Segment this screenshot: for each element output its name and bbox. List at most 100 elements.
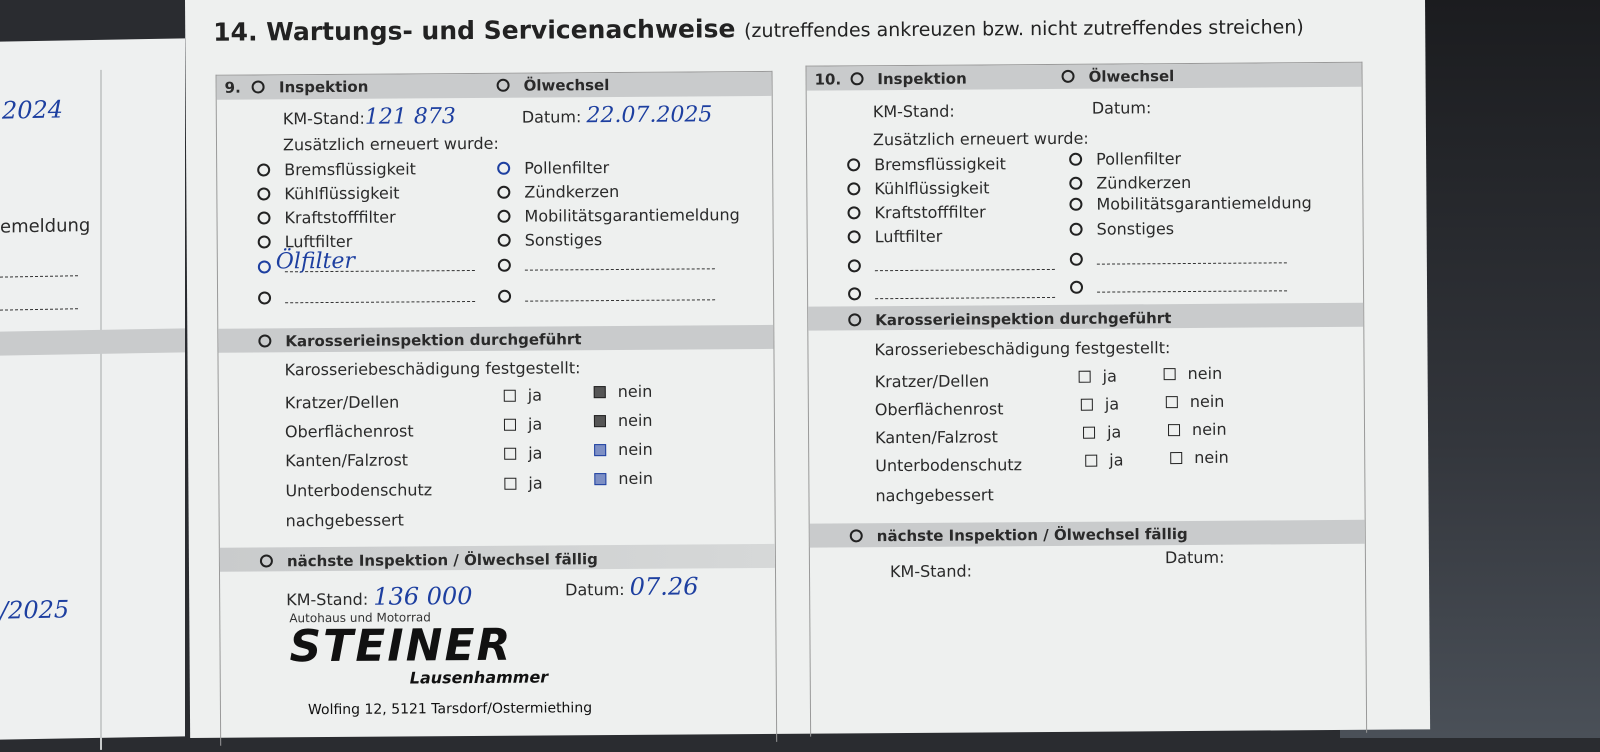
item-label: Pollenfilter	[1096, 149, 1182, 169]
checked-checkbox[interactable]	[257, 260, 271, 274]
checkbox[interactable]	[497, 209, 511, 223]
next-service-label: nächste Inspektion / Ölwechsel fällig	[876, 525, 1188, 546]
damage-row-label: Kratzer/Dellen	[874, 371, 990, 392]
next-date-label[interactable]: Datum:	[1164, 547, 1225, 568]
checkbox[interactable]	[847, 259, 861, 273]
checkbox[interactable]	[1069, 197, 1083, 211]
item-label: Mobilitätsgarantiemeldung	[1096, 193, 1312, 214]
checkbox[interactable]	[847, 158, 861, 172]
oil-change-checkbox[interactable]	[1061, 69, 1075, 83]
blank-line	[1096, 250, 1287, 265]
no-checkbox-checked[interactable]	[594, 444, 607, 457]
item-label: Bremsflüssigkeit	[284, 159, 416, 180]
checkbox[interactable]	[847, 182, 861, 196]
date-value[interactable]: 22.07.2025	[586, 102, 713, 129]
no-checkbox[interactable]	[1163, 368, 1176, 381]
blank-line	[1096, 278, 1288, 293]
next-date-value[interactable]: 07.26	[629, 572, 699, 601]
inspection-checkbox[interactable]	[251, 80, 266, 94]
blank-line	[0, 275, 78, 278]
yes-label: ja	[528, 443, 543, 463]
damage-row-label: Oberflächenrost	[284, 421, 414, 442]
next-km-label: KM-Stand:	[286, 589, 369, 610]
checkbox[interactable]	[1069, 152, 1083, 166]
item-label: Zündkerzen	[524, 181, 620, 202]
blank-line	[525, 287, 716, 302]
damage-row-label: Kanten/Falzrost	[875, 427, 998, 448]
checkbox[interactable]	[1069, 252, 1083, 266]
checkbox[interactable]	[847, 230, 861, 244]
additional-label: Zusätzlich erneuert wurde:	[872, 128, 1089, 150]
checked-checkbox[interactable]	[497, 161, 511, 175]
damage-label: Karosseriebeschädigung festgestellt:	[874, 338, 1171, 360]
body-inspection-checkbox[interactable]	[848, 313, 862, 327]
date-label[interactable]: Datum:	[1091, 98, 1152, 118]
checkbox[interactable]	[1069, 176, 1083, 190]
custom-item-value[interactable]: Ölfilter	[275, 248, 356, 275]
repaired-label: nachgebessert	[285, 510, 404, 531]
body-inspection-checkbox[interactable]	[258, 334, 272, 348]
body-inspection-label: Karosserieinspektion durchgeführt	[285, 330, 582, 351]
blank-line	[875, 284, 1056, 300]
no-label: nein	[618, 468, 653, 488]
damage-row-label: Unterbodenschutz	[285, 480, 433, 501]
item-label: Bremsflüssigkeit	[874, 154, 1006, 175]
band	[0, 328, 185, 356]
inspection-label: Inspektion	[877, 69, 967, 89]
page-title: 14. Wartungs- und Servicenachweise (zutr…	[213, 14, 1304, 47]
checkbox[interactable]	[257, 187, 271, 201]
checkbox[interactable]	[847, 206, 861, 220]
stamp-address: Wolfing 12, 5121 Tarsdorf/Ostermiething	[307, 700, 593, 719]
stamp-logo: STEINER	[289, 619, 513, 673]
next-km-label[interactable]: KM-Stand:	[889, 561, 973, 582]
margin-line	[100, 69, 102, 750]
yes-checkbox[interactable]	[504, 477, 517, 490]
checkbox[interactable]	[257, 211, 271, 225]
next-service-checkbox[interactable]	[849, 529, 863, 543]
blank-line	[524, 256, 715, 271]
yes-checkbox[interactable]	[1085, 454, 1098, 467]
yes-checkbox[interactable]	[1083, 426, 1096, 439]
checkbox[interactable]	[257, 235, 271, 249]
yes-label: ja	[1109, 450, 1124, 470]
next-service-checkbox[interactable]	[259, 554, 273, 568]
no-checkbox[interactable]	[1170, 452, 1183, 465]
oil-change-checkbox[interactable]	[496, 78, 510, 92]
damage-row-label: Kratzer/Dellen	[284, 392, 400, 413]
checkbox[interactable]	[1069, 280, 1084, 294]
checkbox[interactable]	[257, 163, 271, 177]
yes-label: ja	[1102, 366, 1117, 386]
yes-checkbox[interactable]	[1078, 370, 1091, 383]
no-checkbox-checked[interactable]	[594, 473, 607, 486]
checkbox[interactable]	[258, 291, 272, 305]
km-label[interactable]: KM-Stand:	[872, 101, 955, 122]
item-label: Kühlflüssigkeit	[284, 183, 400, 204]
yes-checkbox[interactable]	[504, 447, 517, 460]
next-km-value[interactable]: 136 000	[373, 582, 473, 611]
next-date-label: Datum:	[565, 579, 625, 600]
no-label: nein	[617, 381, 653, 401]
yes-label: ja	[1106, 422, 1122, 442]
yes-label: ja	[1104, 394, 1120, 414]
no-label: nein	[617, 410, 653, 430]
checkbox[interactable]	[1069, 222, 1083, 236]
yes-checkbox[interactable]	[503, 389, 516, 402]
item-label: Zündkerzen	[1096, 172, 1192, 193]
checkbox[interactable]	[497, 258, 511, 272]
no-checkbox[interactable]	[1167, 424, 1181, 437]
checkbox[interactable]	[848, 287, 862, 301]
dealer-stamp: Autohaus und Motorrad STEINER Lausenhamm…	[289, 609, 650, 719]
no-checkbox[interactable]	[1165, 396, 1178, 409]
checkbox[interactable]	[498, 289, 512, 303]
no-label: nein	[1189, 391, 1225, 411]
yes-checkbox[interactable]	[1080, 398, 1093, 411]
yes-checkbox[interactable]	[503, 418, 517, 431]
inspection-checkbox[interactable]	[850, 72, 864, 86]
km-value[interactable]: 121 873	[364, 104, 456, 130]
blank-line	[0, 308, 78, 311]
no-checkbox-checked[interactable]	[593, 415, 606, 428]
checkbox[interactable]	[497, 233, 511, 247]
checkbox[interactable]	[497, 185, 511, 199]
oil-change-label: Ölwechsel	[523, 76, 610, 95]
no-checkbox-checked[interactable]	[593, 386, 606, 399]
